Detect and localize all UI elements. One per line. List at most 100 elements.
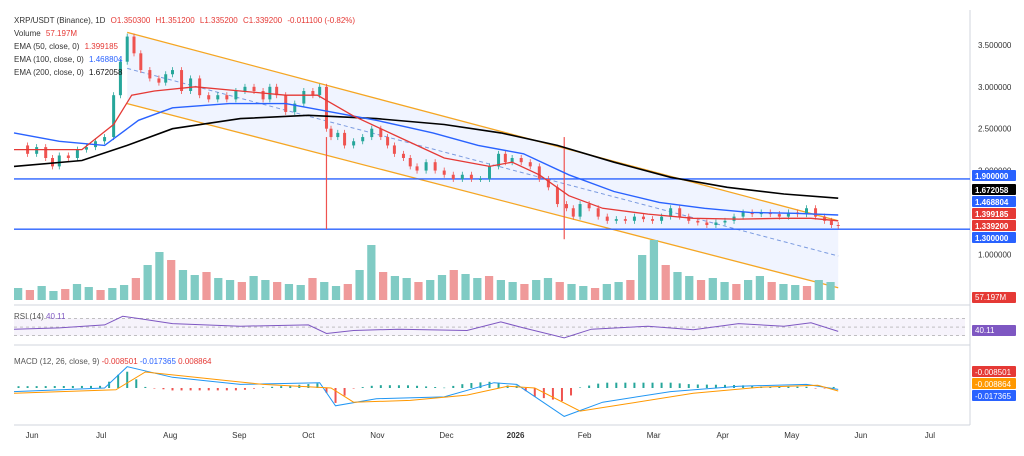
candle-body [234,91,238,100]
macd-histogram-bar [108,381,111,388]
ema50-line [14,86,839,222]
candle-body [261,91,265,100]
macd-histogram-bar [216,388,219,391]
y-tick-label: 3.500000 [978,41,1012,50]
candle-body [442,170,446,175]
volume-bar [402,278,411,300]
symbol-label: XRP/USDT (Binance), 1D [14,16,106,25]
macd-histogram-bar [461,384,464,388]
macd-histogram-bar [343,388,346,396]
close-value: C1.339200 [242,16,283,25]
macd-histogram-bar [397,385,400,388]
candle-body [571,208,575,217]
y-tick-label: 1.000000 [978,250,1012,259]
volume-bar [214,278,223,300]
volume-bar [449,270,458,300]
candle-body [408,158,412,167]
volume-bar [261,280,270,300]
volume-bar [426,280,435,300]
macd-histogram-bar [814,388,817,389]
macd-signal-line [13,371,839,412]
candle-body [497,153,501,167]
candle-body [478,178,482,180]
volume-bar [178,270,188,300]
candle-body [614,219,618,221]
macd-histogram-bar [253,388,256,389]
volume-bar [732,284,741,300]
macd-histogram-bar [524,388,527,392]
macd-histogram-bar [823,388,826,389]
candle-body [311,91,315,96]
macd-histogram-bar [26,386,29,388]
macd-histogram-bar [171,388,174,391]
volume-bar [685,276,694,300]
x-tick-label: Dec [439,431,453,440]
macd-histogram-bar [280,386,283,388]
rsi-line [13,315,839,339]
macd-histogram-bar [135,379,138,388]
macd-histogram-bar [207,388,210,391]
ema200-legend-value: 1.672058 [89,68,123,77]
volume-bar [579,286,588,300]
x-tick-label: Jun [854,431,867,440]
candle-body [528,162,532,167]
volume-bar [331,286,341,300]
candle-body [705,222,709,225]
volume-bar [744,280,753,300]
candle-body [293,103,297,112]
x-tick-label: Jun [26,431,39,440]
rsi-legend: RSI (14) 40.11 [14,312,65,321]
macd-histogram-bar [153,388,156,389]
candle-body [424,162,428,171]
macd-histogram-bar [742,385,745,388]
price-tag-label: 1.672058 [975,186,1009,195]
volume-bar [37,286,46,300]
volume-bar [308,278,317,300]
macd-histogram-bar [144,386,147,388]
volume-bar [720,282,729,300]
x-tick-label: Apr [716,431,729,440]
macd-histogram-bar [225,388,228,391]
ema200-legend-label: EMA (200, close, 0) [14,68,84,77]
macd-histogram-bar [71,385,74,388]
volume-bar [367,245,376,300]
macd-histogram-bar [325,388,328,393]
macd-histogram-bar [316,383,319,388]
macd-histogram-bar [660,382,663,388]
macd-histogram-bar [751,385,754,388]
macd-legend: MACD (12, 26, close, 9) -0.008501 -0.017… [14,357,212,366]
macd-histogram-bar [533,388,536,397]
macd-legend-v3: 0.008864 [178,357,212,366]
volume-bar [355,270,364,300]
x-tick-label: Sep [232,431,247,440]
macd-histogram-bar [425,386,428,388]
candle-body [714,222,718,225]
macd-histogram-bar [307,384,310,388]
x-tick-label: Feb [578,431,592,440]
candle-body [696,220,700,223]
volume-bar [296,285,305,300]
candle-body [537,166,541,179]
macd-histogram-bar [243,388,246,390]
candle-body [469,174,473,179]
candle-body [669,208,673,217]
volume-legend-value: 57.197M [45,29,78,38]
macd-histogram-bar [651,382,654,388]
volume-bar [390,276,400,300]
volume-bar [131,278,140,300]
macd-legend-v1: -0.008501 [101,357,138,366]
macd-histogram-bar [588,385,591,388]
ema100-legend-value: 1.468804 [89,55,123,64]
candle-body [451,174,455,179]
volume-bar [826,282,835,300]
x-tick-label: Nov [370,431,384,440]
volume-bar [791,285,800,300]
ema50-legend: EMA (50, close, 0) 1.399185 [14,42,121,52]
candle-body [687,216,691,221]
candle-body [324,86,328,129]
low-value: L1.335200 [199,16,238,25]
candle-body [805,208,808,215]
candle-body [564,204,568,209]
volume-bar [202,272,211,300]
